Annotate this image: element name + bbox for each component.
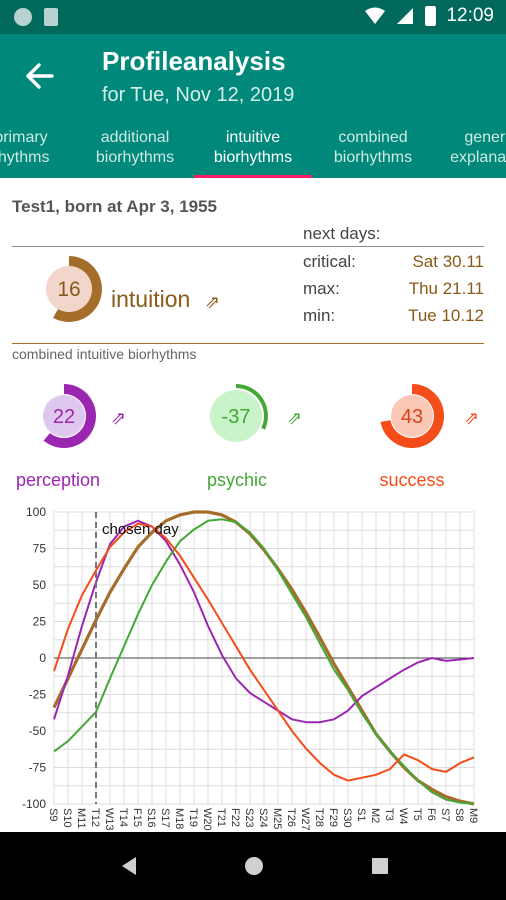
sd-card-icon — [44, 8, 58, 26]
home-circle-icon[interactable] — [240, 852, 268, 880]
tab-general-explanation[interactable]: general explanation — [450, 129, 506, 166]
chart-x-tick-label: S9 — [47, 808, 59, 821]
chart-x-tick-label: T3 — [383, 808, 395, 821]
chart-x-tick-label: S1 — [355, 808, 367, 821]
next-days-min-value: Tue 10.12 — [408, 306, 484, 325]
psychic-label: psychic — [206, 470, 268, 490]
next-days-min-label: min: — [303, 306, 336, 325]
next-days-critical-label: critical: — [303, 252, 356, 271]
chart-x-tick-label: F6 — [425, 808, 437, 821]
chart-x-tick-label: M11 — [75, 808, 87, 829]
page-title: Profileanalysis — [102, 46, 286, 76]
perception-trend-up-icon: ⇗ — [111, 408, 127, 428]
intuition-ring: 16 — [46, 256, 102, 322]
psychic-trend-up-icon: ⇗ — [287, 408, 303, 428]
next-days-critical-value: Sat 30.11 — [412, 252, 484, 271]
app-bar: Profileanalysis for Tue, Nov 12, 2019 — [0, 34, 506, 122]
success-value: 43 — [401, 406, 423, 428]
chart-x-tick-label: W13 — [103, 808, 115, 831]
chart-x-tick-label: S16 — [145, 808, 157, 828]
chart-y-tick-label: 100 — [26, 505, 46, 519]
psychic-value: -37 — [222, 406, 251, 428]
chart-x-tick-label: S30 — [341, 808, 353, 828]
chart-x-tick-label: W4 — [397, 808, 409, 825]
success-trend-up-icon: ⇗ — [464, 408, 480, 428]
chart-x-tick-label: T28 — [313, 808, 325, 827]
chart-x-tick-label: T12 — [89, 808, 101, 827]
chart-y-tick-label: -75 — [29, 761, 47, 775]
intuition-value: 16 — [57, 278, 80, 301]
psychic-ring: -37 — [210, 384, 268, 442]
notification-circle-icon — [14, 8, 32, 26]
section-label: combined intuitive biorhythms — [12, 346, 197, 362]
chart-x-tick-label: T21 — [215, 808, 227, 827]
chart-y-tick-label: -50 — [29, 724, 47, 738]
chart-x-tick-label: F15 — [131, 808, 143, 827]
tab-bar: primary rhythms additional biorhythms in… — [0, 122, 506, 178]
back-arrow-icon[interactable] — [22, 58, 58, 94]
success-label: success — [379, 470, 445, 490]
next-days-max-label: max: — [303, 279, 340, 298]
chart-series-line-3 — [53, 522, 475, 782]
chart-y-tick-label: 0 — [39, 651, 46, 665]
perception-ring: 22 — [43, 384, 96, 448]
chart-x-tick-label: F22 — [229, 808, 241, 827]
intuition-trend-up-icon: ⇗ — [205, 292, 221, 312]
status-bar: 12:09 — [0, 0, 506, 34]
chart-x-tick-label: S8 — [453, 808, 465, 821]
chart-x-tick-label: M18 — [173, 808, 185, 829]
chart-annotation-chosen-day: chosen day — [102, 521, 179, 538]
success-ring: 43 — [380, 384, 444, 448]
chart-x-tick-label: T5 — [411, 808, 423, 821]
tab-intuitive-biorhythms[interactable]: intuitive biorhythms — [213, 129, 293, 166]
intuition-label: intuition — [111, 286, 191, 312]
next-days-max-value: Thu 21.11 — [408, 279, 484, 298]
tab-indicator — [194, 175, 312, 178]
chart-x-tick-label: S23 — [243, 808, 255, 828]
chart-x-tick-label: S10 — [61, 808, 73, 828]
chart-series-line-1 — [53, 519, 475, 724]
tab-primary-rhythms[interactable]: primary rhythms — [0, 129, 50, 166]
person-label: Test1, born at Apr 3, 1955 — [12, 197, 218, 216]
chart-x-tick-label: T14 — [117, 808, 129, 827]
divider-top — [12, 246, 484, 247]
chart-y-tick-label: -100 — [22, 797, 46, 811]
chart-y-tick-label: 25 — [33, 615, 47, 629]
wifi-icon — [365, 7, 386, 24]
next-days-header: next days: — [303, 224, 381, 243]
signal-icon — [397, 8, 414, 24]
chart-x-tick-label: T19 — [187, 808, 199, 827]
chart-x-tick-label: W27 — [299, 808, 311, 831]
chart-y-tick-label: -25 — [29, 688, 47, 702]
chart-x-tick-label: M9 — [467, 808, 479, 823]
chart-y-tick-label: 50 — [33, 578, 47, 592]
chart-x-tick-label: M25 — [271, 808, 283, 829]
chart-x-tick-label: T26 — [285, 808, 297, 827]
content-area: Test1, born at Apr 3, 1955 next days: cr… — [0, 178, 506, 832]
perception-value: 22 — [53, 406, 75, 428]
tab-combined-biorhythms[interactable]: combined biorhythms — [333, 129, 413, 166]
page-subtitle: for Tue, Nov 12, 2019 — [102, 84, 295, 106]
divider-middle — [12, 343, 484, 344]
back-triangle-icon[interactable] — [116, 852, 144, 880]
intuition-ring-fill — [46, 266, 92, 312]
chart-x-tick-label: M2 — [369, 808, 381, 823]
chart-x-tick-label: S17 — [159, 808, 171, 828]
intuition-ring-arc — [53, 256, 102, 322]
chart-x-tick-label: W20 — [201, 808, 213, 831]
status-time: 12:09 — [446, 5, 494, 26]
battery-icon — [425, 6, 437, 26]
recents-square-icon[interactable] — [366, 852, 394, 880]
chart-x-tick-label: S24 — [257, 808, 269, 828]
navigation-bar — [0, 832, 506, 900]
chart-series-line-2 — [53, 518, 475, 805]
perception-label: perception — [15, 470, 101, 490]
chart-y-tick-label: 75 — [33, 542, 47, 556]
chart-x-tick-label: S7 — [439, 808, 451, 821]
tab-additional-biorhythms[interactable]: additional biorhythms — [95, 129, 175, 166]
chart-x-tick-label: F29 — [327, 808, 339, 827]
